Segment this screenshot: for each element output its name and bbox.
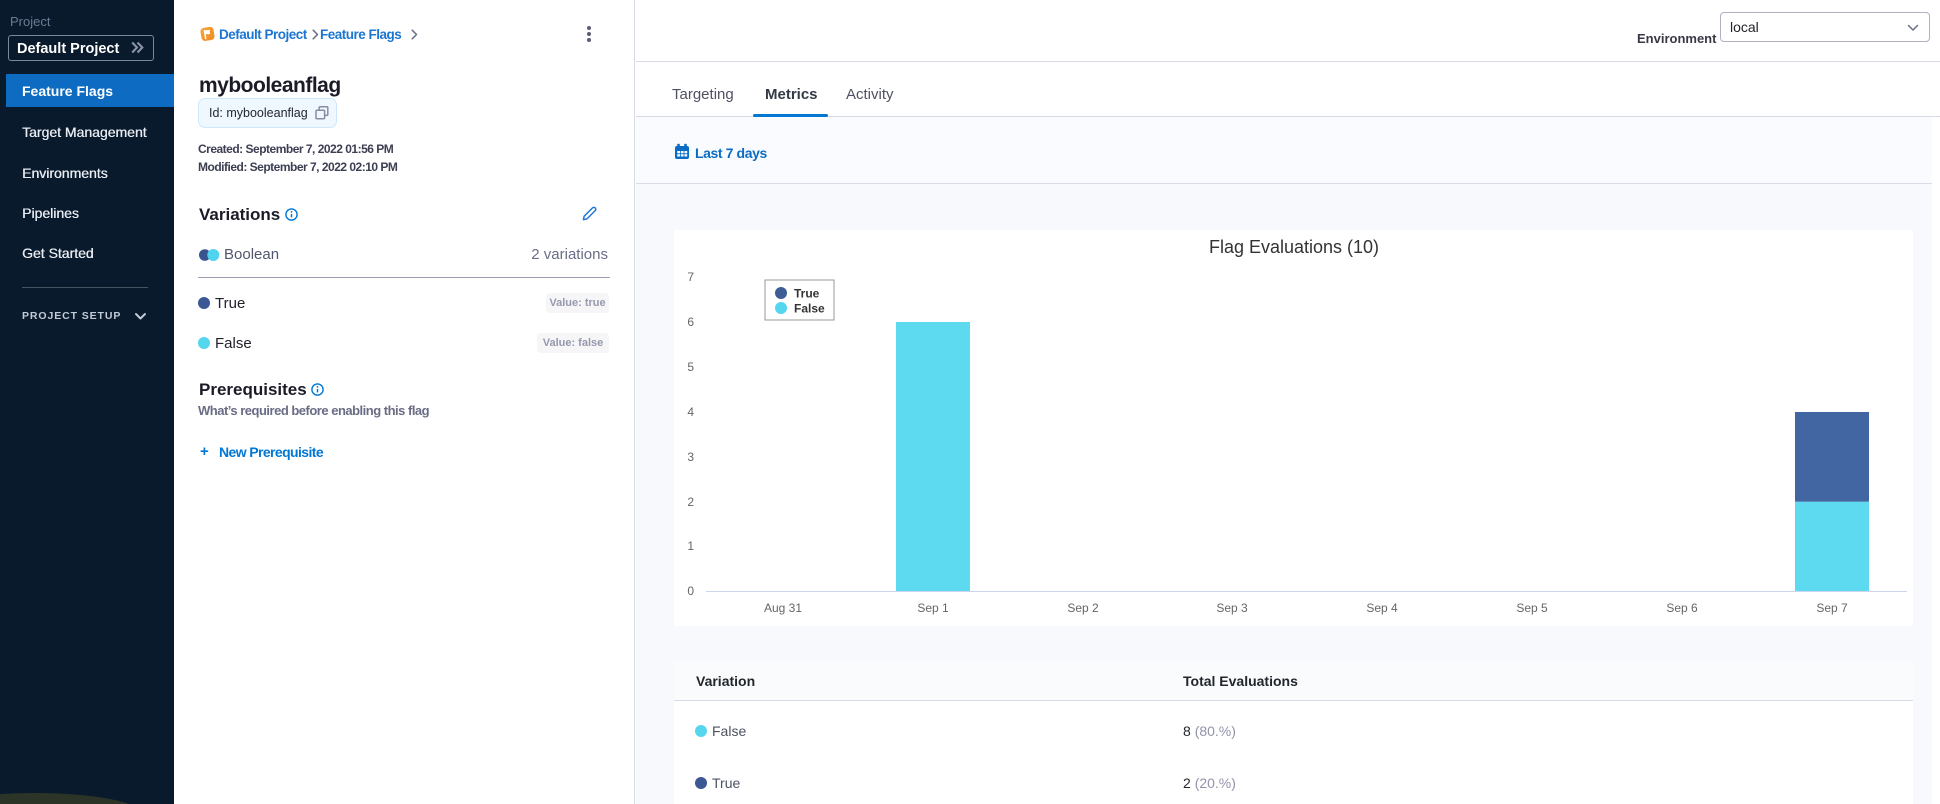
svg-text:Sep 5: Sep 5 [1516, 601, 1548, 615]
svg-text:False: False [794, 302, 825, 316]
svg-text:Sep 7: Sep 7 [1816, 601, 1848, 615]
svg-text:Sep 6: Sep 6 [1666, 601, 1698, 615]
svg-text:6: 6 [687, 315, 694, 329]
svg-text:Sep 3: Sep 3 [1216, 601, 1248, 615]
svg-text:1: 1 [687, 539, 694, 553]
svg-text:7: 7 [687, 270, 694, 284]
svg-text:3: 3 [687, 450, 694, 464]
svg-text:0: 0 [687, 584, 694, 598]
svg-text:Sep 1: Sep 1 [917, 601, 949, 615]
svg-text:5: 5 [687, 360, 694, 374]
svg-text:Aug 31: Aug 31 [764, 601, 802, 615]
svg-text:Flag Evaluations (10): Flag Evaluations (10) [1209, 237, 1379, 257]
svg-text:True: True [794, 287, 820, 301]
svg-text:2: 2 [687, 495, 694, 509]
svg-text:Sep 4: Sep 4 [1366, 601, 1398, 615]
svg-text:4: 4 [687, 405, 694, 419]
svg-text:Sep 2: Sep 2 [1067, 601, 1099, 615]
